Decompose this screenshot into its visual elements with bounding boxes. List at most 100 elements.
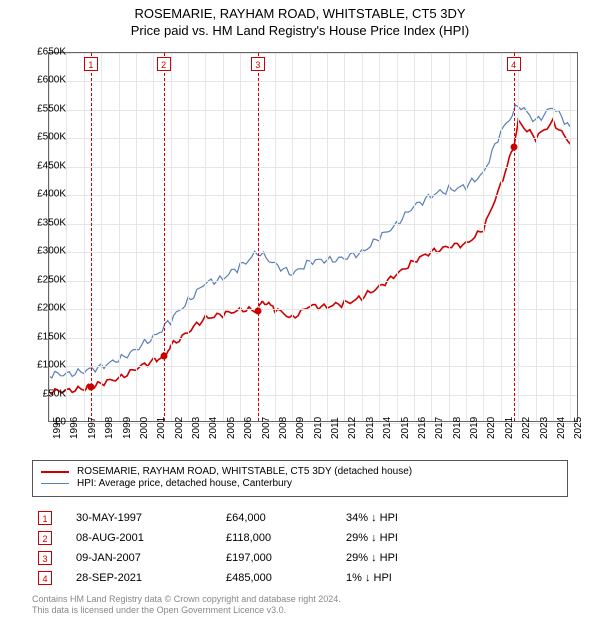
gridline-v	[292, 53, 293, 421]
x-axis-label: 2021	[504, 417, 515, 439]
y-axis-label: £100K	[22, 360, 66, 371]
gridline-v	[449, 53, 450, 421]
gridline-v	[518, 53, 519, 421]
x-axis-label: 2008	[278, 417, 289, 439]
chart-container: ROSEMARIE, RAYHAM ROAD, WHITSTABLE, CT5 …	[0, 0, 600, 620]
x-axis-label: 1997	[87, 417, 98, 439]
y-axis-label: £500K	[22, 132, 66, 143]
sale-marker-box: 1	[84, 57, 98, 71]
gridline-h	[49, 252, 577, 253]
x-axis-label: 2022	[521, 417, 532, 439]
gridline-h	[49, 366, 577, 367]
sale-row: 309-JAN-2007£197,00029% ↓ HPI	[32, 548, 568, 568]
x-axis-label: 2005	[226, 417, 237, 439]
y-axis-label: £350K	[22, 217, 66, 228]
sale-vline	[91, 53, 92, 421]
y-axis-label: £50K	[22, 388, 66, 399]
y-axis-label: £550K	[22, 103, 66, 114]
y-axis-label: £150K	[22, 331, 66, 342]
sale-vline	[514, 53, 515, 421]
gridline-v	[275, 53, 276, 421]
gridline-v	[171, 53, 172, 421]
sale-index-box: 2	[38, 531, 52, 545]
footer-attribution: Contains HM Land Registry data © Crown c…	[32, 594, 341, 617]
gridline-v	[136, 53, 137, 421]
gridline-v	[327, 53, 328, 421]
gridline-v	[84, 53, 85, 421]
x-axis-label: 2017	[434, 417, 445, 439]
footer-line2: This data is licensed under the Open Gov…	[32, 605, 341, 616]
y-axis-label: £650K	[22, 47, 66, 58]
gridline-v	[501, 53, 502, 421]
gridline-v	[205, 53, 206, 421]
sale-vline	[258, 53, 259, 421]
chart-plot-area: 1234	[48, 52, 578, 422]
sale-price: £485,000	[226, 572, 346, 584]
down-arrow-icon: ↓	[365, 572, 371, 584]
gridline-h	[49, 167, 577, 168]
gridline-v	[153, 53, 154, 421]
gridline-h	[49, 309, 577, 310]
sale-date: 09-JAN-2007	[76, 552, 226, 564]
gridline-h	[49, 110, 577, 111]
x-axis-label: 2000	[139, 417, 150, 439]
footer-line1: Contains HM Land Registry data © Crown c…	[32, 594, 341, 605]
gridline-v	[240, 53, 241, 421]
y-axis-label: £250K	[22, 274, 66, 285]
gridline-v	[119, 53, 120, 421]
sale-dot	[160, 352, 167, 359]
x-axis-label: 2016	[417, 417, 428, 439]
gridline-v	[66, 53, 67, 421]
x-axis-label: 2001	[156, 417, 167, 439]
gridline-v	[379, 53, 380, 421]
sale-dot	[87, 383, 94, 390]
x-axis-label: 2003	[191, 417, 202, 439]
gridline-v	[397, 53, 398, 421]
gridline-h	[49, 395, 577, 396]
x-axis-label: 2015	[400, 417, 411, 439]
x-axis-label: 2006	[243, 417, 254, 439]
sale-date: 08-AUG-2001	[76, 532, 226, 544]
sale-vline	[164, 53, 165, 421]
sale-marker-box: 2	[157, 57, 171, 71]
x-axis-label: 1999	[122, 417, 133, 439]
legend-row: HPI: Average price, detached house, Cant…	[41, 478, 559, 489]
gridline-v	[414, 53, 415, 421]
down-arrow-icon: ↓	[371, 532, 377, 544]
x-axis-label: 2019	[469, 417, 480, 439]
x-axis-label: 2002	[174, 417, 185, 439]
legend-row: ROSEMARIE, RAYHAM ROAD, WHITSTABLE, CT5 …	[41, 466, 559, 477]
gridline-h	[49, 338, 577, 339]
sale-price: £118,000	[226, 532, 346, 544]
sale-dot	[254, 307, 261, 314]
gridline-v	[362, 53, 363, 421]
gridline-v	[101, 53, 102, 421]
legend-label: HPI: Average price, detached house, Cant…	[77, 478, 292, 489]
sale-price: £64,000	[226, 512, 346, 524]
gridline-h	[49, 53, 577, 54]
y-axis-label: £450K	[22, 160, 66, 171]
down-arrow-icon: ↓	[371, 552, 377, 564]
sale-diff: 1% ↓ HPI	[346, 572, 466, 584]
gridline-v	[431, 53, 432, 421]
x-axis-label: 2012	[347, 417, 358, 439]
sale-row: 428-SEP-2021£485,0001% ↓ HPI	[32, 568, 568, 588]
legend-label: ROSEMARIE, RAYHAM ROAD, WHITSTABLE, CT5 …	[77, 466, 412, 477]
x-axis-label: 2014	[382, 417, 393, 439]
x-axis-label: 2023	[539, 417, 550, 439]
down-arrow-icon: ↓	[371, 512, 377, 524]
title-block: ROSEMARIE, RAYHAM ROAD, WHITSTABLE, CT5 …	[0, 0, 600, 38]
y-axis-label: £300K	[22, 246, 66, 257]
sale-row: 130-MAY-1997£64,00034% ↓ HPI	[32, 508, 568, 528]
sale-dot	[510, 143, 517, 150]
gridline-v	[310, 53, 311, 421]
sale-marker-box: 3	[251, 57, 265, 71]
sale-date: 28-SEP-2021	[76, 572, 226, 584]
x-axis-label: 2010	[313, 417, 324, 439]
gridline-h	[49, 81, 577, 82]
x-axis-label: 2007	[261, 417, 272, 439]
gridline-v	[223, 53, 224, 421]
sale-price: £197,000	[226, 552, 346, 564]
x-axis-label: 2024	[556, 417, 567, 439]
gridline-v	[344, 53, 345, 421]
